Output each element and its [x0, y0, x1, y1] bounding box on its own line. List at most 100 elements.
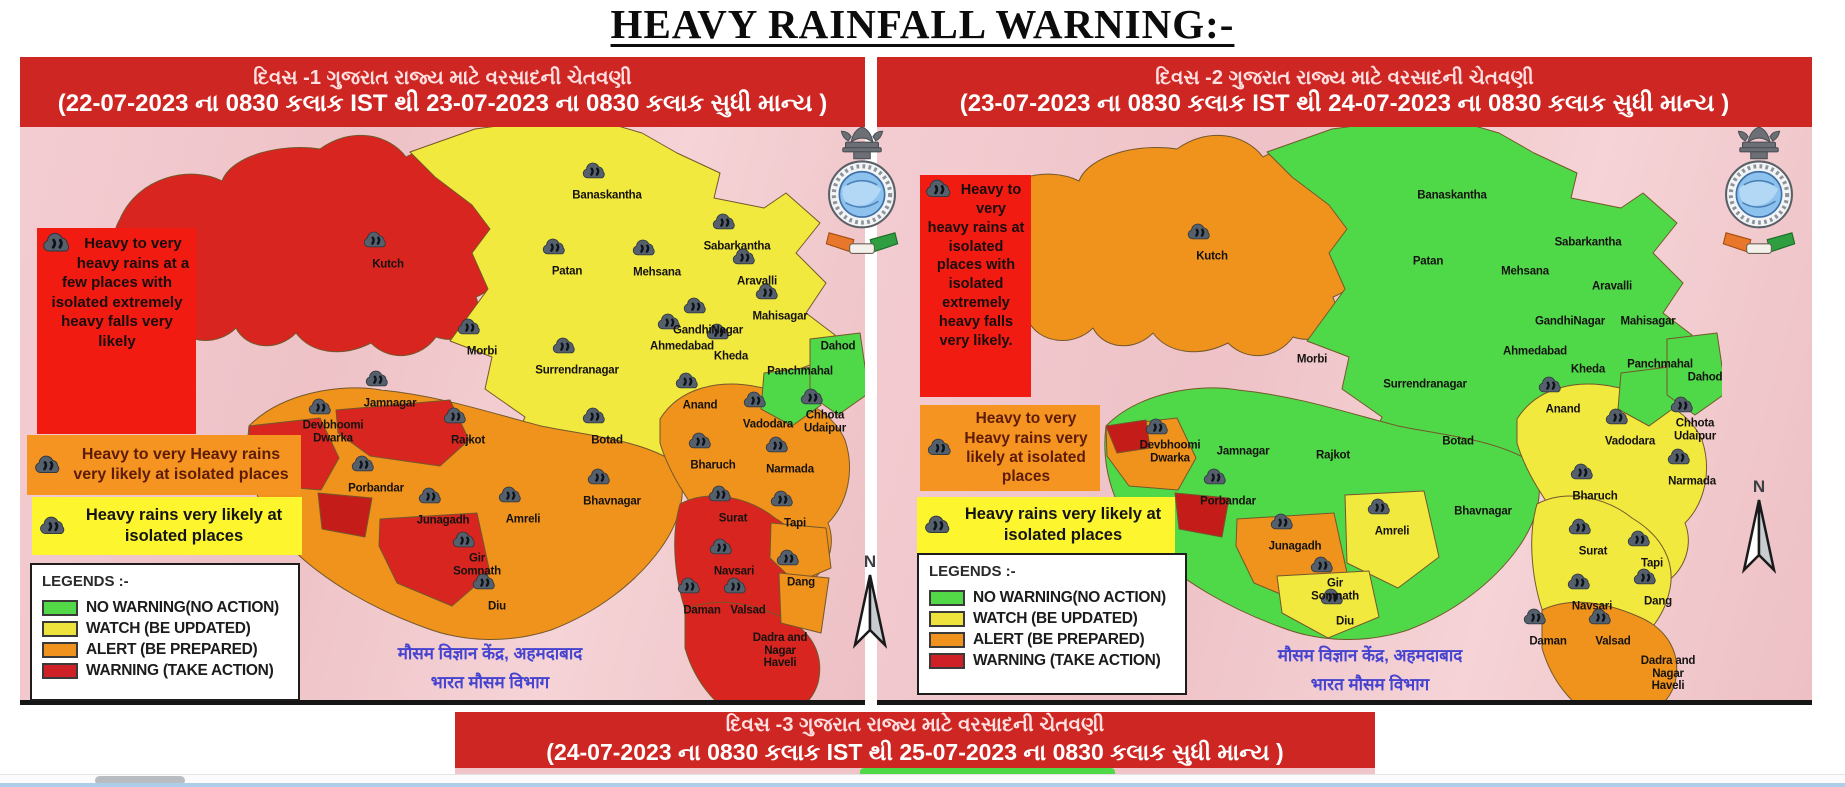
day1-credit: मौसम विज्ञान केंद्र, अहमदाबाद भारत मौसम … [340, 640, 640, 698]
legend-item: WATCH (BE UPDATED) [929, 610, 1177, 628]
district-label-diu: Diu [1336, 615, 1354, 628]
district-label-dadra-and-nagar-haveli: Dadra and Nagar Haveli [752, 632, 808, 670]
legend-label: WARNING (TAKE ACTION) [973, 652, 1161, 669]
day1-header-line1: દિવસ -1 ગુજરાત રાજ્ય માટે વરસાદની ચેતવણી [253, 66, 632, 89]
north-label: N [1752, 477, 1766, 496]
district-label-devbhoomi-dwarka: Devbhoomi Dwarka [302, 419, 364, 444]
legend-label: WARNING (TAKE ACTION) [86, 662, 274, 679]
district-label-banaskantha: Banaskantha [1417, 189, 1487, 202]
district-label-kutch: Kutch [372, 258, 404, 271]
district-label-gir-somnath: Gir Somnath [1311, 577, 1359, 602]
day2-district-labels: Kutch Banaskantha Patan Sabarkantha Mehsana A… [877, 57, 1812, 700]
day1-orange-alert-box: Heavy to very Heavy rains very likely at… [27, 435, 301, 495]
district-label-anand: Anand [1545, 403, 1581, 416]
district-label-vadodara: Vadodara [1604, 435, 1656, 448]
district-label-ahmedabad: Ahmedabad [649, 340, 715, 353]
legend-item: ALERT (BE PREPARED) [929, 631, 1177, 649]
day1-legend: LEGENDS :- NO WARNING(NO ACTION) WATCH (B… [30, 563, 300, 701]
legend-label: WATCH (BE UPDATED) [973, 610, 1138, 627]
district-label-surrendranagar: Surrendranagar [535, 364, 619, 377]
district-label-rajkot: Rajkot [451, 434, 485, 447]
compass-arrow-icon [1737, 498, 1781, 578]
day2-warning-map-panel: દિવસ -2 ગુજરાત રાજ્ય માટે વરસાદની ચેતવણી… [877, 57, 1812, 705]
district-label-vadodara: Vadodara [742, 418, 794, 431]
day2-gujarat-map: Kutch Banaskantha Patan Sabarkantha Mehsana A… [877, 57, 1812, 700]
scrollbar-thumb[interactable] [95, 776, 185, 785]
day2-header-line1: દિવસ -2 ગુજરાત રાજ્ય માટે વરસાદની ચેતવણી [1155, 66, 1534, 89]
district-label-narmada: Narmada [766, 463, 814, 476]
district-label-dang: Dang [1644, 595, 1672, 608]
district-label-valsad: Valsad [1595, 635, 1631, 648]
map-region-coastal [1541, 601, 1678, 700]
day1-header-line2: (22-07-2023 ના 0830 કલાક IST થી 23-07-20… [57, 89, 828, 117]
map-region-kutch [969, 134, 1361, 357]
rain-cloud-icon [923, 515, 953, 536]
district-label-botad: Botad [1442, 435, 1474, 448]
district-label-botad: Botad [591, 434, 623, 447]
district-label-surrendranagar: Surrendranagar [1383, 378, 1467, 391]
rain-cloud-icon [38, 516, 68, 537]
district-label-narmada: Narmada [1668, 475, 1716, 488]
district-label-daman: Daman [1529, 635, 1567, 648]
day2-header: દિવસ -2 ગુજરાત રાજ્ય માટે વરસાદની ચેતવણી… [877, 57, 1812, 127]
rain-cloud-icon [926, 438, 954, 458]
district-label-morbi: Morbi [1296, 353, 1328, 366]
district-label-surat: Surat [718, 512, 748, 525]
day2-north-arrow: N [1737, 477, 1781, 578]
legend-swatch [929, 590, 965, 606]
district-label-ahmedabad: Ahmedabad [1502, 345, 1568, 358]
district-label-jamnagar: Jamnagar [1216, 445, 1270, 458]
district-label-dang: Dang [787, 576, 815, 589]
map-region-devdwarka_tip [1105, 419, 1151, 454]
map-region-panchmahal [1617, 366, 1679, 427]
district-label-mahisagar: Mahisagar [752, 310, 808, 323]
legend-swatch [42, 600, 78, 616]
district-label-mahisagar: Mahisagar [1620, 315, 1676, 328]
district-label-sabarkantha: Sabarkantha [1554, 236, 1622, 249]
district-label-bharuch: Bharuch [690, 459, 736, 472]
map-region-tapi [769, 522, 832, 584]
legend-items: NO WARNING(NO ACTION) WATCH (BE UPDATED) A… [929, 589, 1177, 670]
legend-swatch [929, 632, 965, 648]
day2-red-warning-box: Heavy to very heavy rains at isolated pl… [920, 175, 1031, 397]
legend-heading: LEGENDS :- [42, 573, 129, 590]
district-label-bharuch: Bharuch [1572, 490, 1618, 503]
day2-red-warning-text: Heavy to very heavy rains at isolated pl… [927, 182, 1025, 349]
map-region-girsomnath [1276, 570, 1380, 639]
day3-header: દિવસ -3 ગુજરાત રાજ્ય માટે વરસાદની ચેતવણી… [455, 712, 1375, 768]
district-label-gandhinagar: GandhiNagar [672, 324, 744, 337]
legend-label: WATCH (BE UPDATED) [86, 620, 251, 637]
legend-items: NO WARNING(NO ACTION) WATCH (BE UPDATED) A… [42, 599, 290, 680]
district-label-daman: Daman [683, 604, 721, 617]
day2-yellow-watch-text: Heavy rains very likely at isolated plac… [964, 505, 1162, 544]
district-label-gir-somnath: Gir Somnath [453, 552, 501, 577]
district-label-kutch: Kutch [1196, 250, 1228, 263]
map-region-dahod [809, 332, 865, 416]
rain-cloud-icon [33, 455, 63, 476]
district-label-gandhinagar: GandhiNagar [1534, 315, 1606, 328]
district-label-sabarkantha: Sabarkantha [703, 240, 771, 253]
day2-orange-alert-box: Heavy to very Heavy rains very likely at… [920, 405, 1100, 491]
day1-district-labels: Kutch Banaskantha Patan Sabarkantha Mehsana A… [20, 57, 865, 700]
district-label-bhavnagar: Bhavnagar [583, 495, 641, 508]
day3-header-line1: દિવસ -3 ગુજરાત રાજ્ય માટે વરસાદની ચેતવણી [725, 714, 1105, 737]
legend-item: NO WARNING(NO ACTION) [42, 599, 290, 617]
legend-swatch [42, 642, 78, 658]
map-region-coastal [684, 601, 821, 700]
district-label-kheda: Kheda [713, 350, 749, 363]
rain-cloud-icon [924, 179, 954, 200]
district-label-porbandar: Porbandar [1200, 495, 1256, 508]
district-label-bhavnagar: Bhavnagar [1454, 505, 1512, 518]
day3-header-line2: (24-07-2023 ના 0830 કલાક IST થી 25-07-20… [546, 739, 1284, 766]
district-label-navsari: Navsari [1571, 600, 1613, 613]
district-label-panchmahal: Panchmahal [1627, 358, 1693, 371]
district-label-junagadh: Junagadh [416, 514, 470, 527]
credit-line1: मौसम विज्ञान केंद्र, अहमदाबाद [1277, 646, 1463, 665]
day2-orange-alert-text: Heavy to very Heavy rains very likely at… [964, 410, 1088, 486]
legend-label: ALERT (BE PREPARED) [973, 631, 1145, 648]
district-label-junagadh: Junagadh [1268, 540, 1322, 553]
day2-credit: मौसम विज्ञान केंद्र, अहमदाबाद भारत मौसम … [1220, 642, 1520, 700]
map-region-amreli [1344, 490, 1440, 589]
map-region-dang [778, 572, 830, 634]
legend-swatch [929, 611, 965, 627]
